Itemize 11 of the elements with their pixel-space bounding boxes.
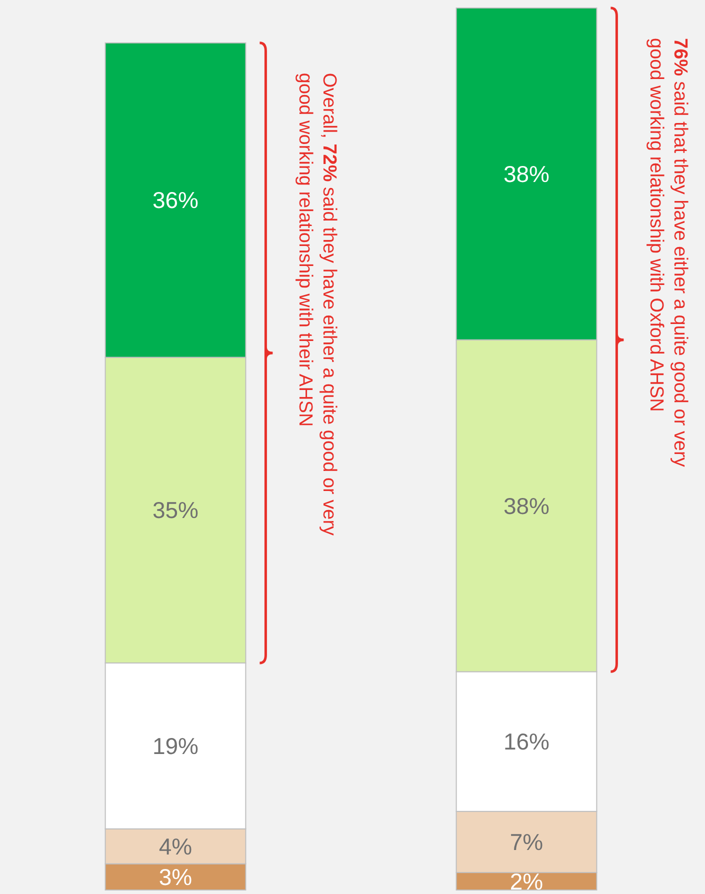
data-label: 35% — [152, 497, 199, 524]
data-label: 38% — [503, 160, 550, 187]
data-label: 7% — [510, 828, 544, 855]
data-label: 2% — [510, 868, 544, 894]
data-label: 19% — [152, 732, 199, 759]
annotation: 76% said that they have either a quite good or very good working relationship with Oxford AHSN — [646, 38, 691, 468]
data-label: 3% — [158, 864, 192, 890]
data-label: 4% — [158, 833, 192, 860]
data-label: 16% — [503, 728, 550, 755]
data-label: 36% — [152, 187, 199, 214]
data-label: 38% — [503, 492, 550, 519]
